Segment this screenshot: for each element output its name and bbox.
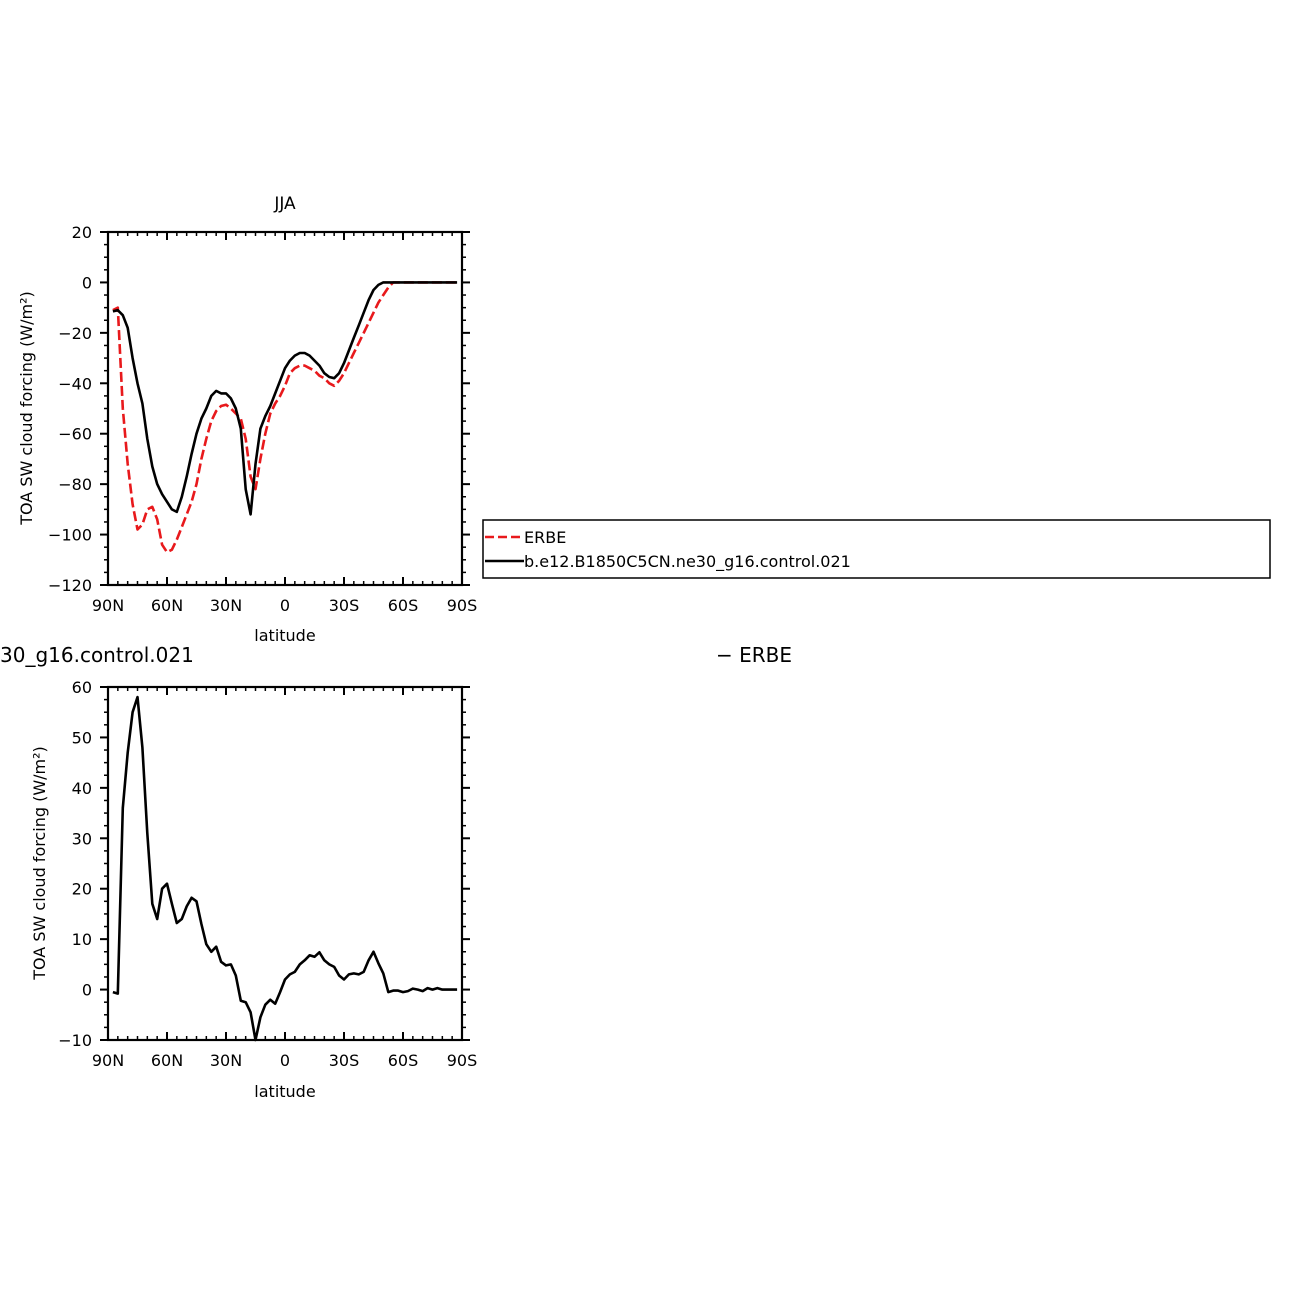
bottom-x-tick-label: 60N	[151, 1051, 183, 1070]
top-x-tick-label: 30N	[210, 596, 242, 615]
top-series-group	[112, 281, 458, 554]
bottom-y-tick-label: −10	[58, 1031, 92, 1050]
top-x-axis-title: latitude	[254, 626, 315, 645]
top-series-line-erbe	[112, 281, 458, 554]
bottom-y-axis-title: TOA SW cloud forcing (W/m²)	[30, 746, 49, 981]
top-y-tick-label: −100	[48, 526, 92, 545]
top-x-tick-labels: 90N 60N 30N 0 30S 60S 90S	[92, 596, 477, 615]
top-series-line-model	[112, 281, 458, 516]
bottom-x-tick-label: 0	[280, 1051, 290, 1070]
bottom-panel: 30_g16.control.021 − ERBE 60 50 40 30 20 10 0 −…	[0, 643, 792, 1101]
bottom-y-tick-label: 40	[72, 779, 92, 798]
top-plot-title: JJA	[273, 194, 296, 214]
bottom-plot-title-left: 30_g16.control.021	[0, 643, 194, 667]
bottom-series-line-difference	[112, 695, 458, 1042]
bottom-x-tick-label: 90N	[92, 1051, 124, 1070]
bottom-x-tick-label: 90S	[447, 1051, 478, 1070]
bottom-y-tick-label: 50	[72, 728, 92, 747]
bottom-y-tick-labels: 60 50 40 30 20 10 0 −10	[58, 678, 92, 1050]
top-y-tick-label: −120	[48, 576, 92, 595]
bottom-x-tick-label: 30N	[210, 1051, 242, 1070]
top-y-axis-title: TOA SW cloud forcing (W/m²)	[17, 291, 36, 526]
top-x-tick-label: 90S	[447, 596, 478, 615]
top-y-tick-label: 20	[72, 223, 92, 242]
bottom-y-tick-label: 60	[72, 678, 92, 697]
top-x-tick-label: 90N	[92, 596, 124, 615]
legend-erbe-label: ERBE	[524, 528, 566, 547]
bottom-y-tick-label: 10	[72, 930, 92, 949]
top-axis-ticks	[100, 231, 470, 586]
top-plot-frame	[106, 230, 464, 587]
bottom-x-tick-label: 30S	[329, 1051, 360, 1070]
bottom-plot-title-right: − ERBE	[716, 643, 792, 667]
top-x-tick-label: 30S	[329, 596, 360, 615]
bottom-x-tick-label: 60S	[388, 1051, 419, 1070]
top-y-tick-label: −80	[58, 475, 92, 494]
top-y-tick-label: −20	[58, 324, 92, 343]
bottom-plot-frame	[106, 685, 464, 1042]
top-y-tick-labels: 20 0 −20 −40 −60 −80 −100 −120	[48, 223, 92, 595]
legend: ERBE b.e12.B1850C5CN.ne30_g16.control.02…	[482, 519, 1271, 579]
bottom-y-tick-label: 20	[72, 880, 92, 899]
top-y-tick-label: −40	[58, 374, 92, 393]
bottom-series-group	[112, 695, 458, 1042]
bottom-y-tick-label: 30	[72, 829, 92, 848]
top-y-tick-label: −60	[58, 425, 92, 444]
bottom-x-tick-labels: 90N 60N 30N 0 30S 60S 90S	[92, 1051, 477, 1070]
top-x-tick-label: 60N	[151, 596, 183, 615]
bottom-axis-ticks	[100, 686, 470, 1041]
top-y-tick-label: 0	[82, 273, 92, 292]
bottom-y-tick-label: 0	[82, 981, 92, 1000]
legend-model-label: b.e12.B1850C5CN.ne30_g16.control.021	[524, 552, 851, 572]
top-panel: JJA 20 0 −20 −40 −60 −80 −100 −120 90N 60N 30N 0 30…	[17, 194, 477, 645]
top-x-tick-label: 60S	[388, 596, 419, 615]
bottom-x-axis-title: latitude	[254, 1082, 315, 1101]
top-x-tick-label: 0	[280, 596, 290, 615]
legend-box	[482, 519, 1271, 579]
